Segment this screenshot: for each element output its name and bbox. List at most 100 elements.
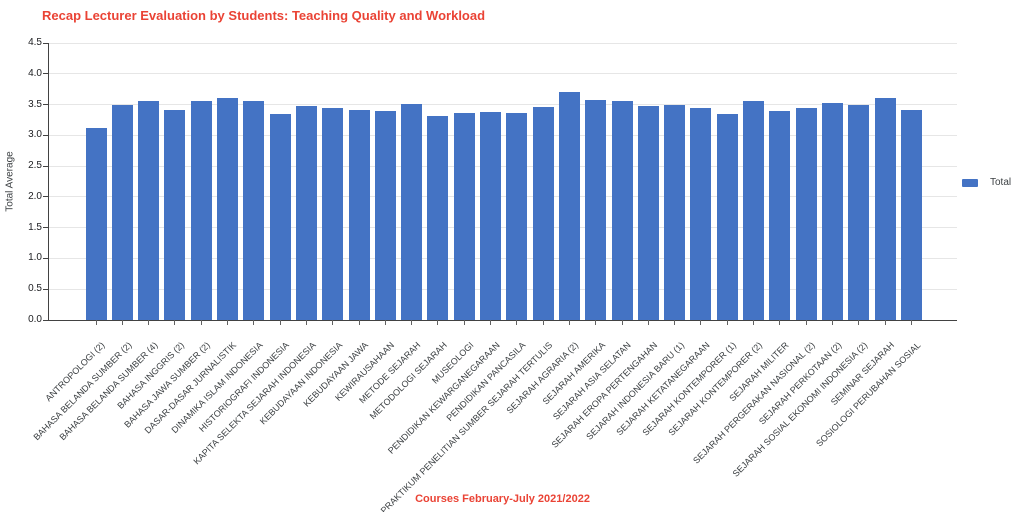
gridline bbox=[48, 73, 957, 75]
x-axis-tick bbox=[411, 320, 413, 325]
y-tick-label: 2.5 bbox=[28, 160, 42, 172]
bar-sejarah-militer bbox=[769, 111, 791, 320]
x-axis-tick bbox=[674, 320, 676, 325]
bar-kebudayaan-jawa bbox=[348, 110, 370, 320]
y-tick-label: 2.0 bbox=[28, 190, 42, 202]
x-axis-tick bbox=[884, 320, 886, 325]
y-tick-label: 0.5 bbox=[28, 283, 42, 295]
x-axis-tick bbox=[148, 320, 150, 325]
x-axis-tick bbox=[700, 320, 702, 325]
y-axis-tick bbox=[43, 104, 48, 106]
x-axis-tick bbox=[647, 320, 649, 325]
gridline bbox=[48, 257, 957, 259]
bar-antropologi-2 bbox=[85, 128, 107, 320]
bar-metode-sejarah bbox=[401, 104, 423, 320]
y-tick-label: 4.5 bbox=[28, 37, 42, 48]
bar-pendidikan-kewarganegaraan bbox=[480, 112, 501, 320]
x-axis-tick bbox=[95, 320, 97, 325]
x-axis-tick bbox=[305, 320, 307, 325]
bar-dinamika-islam-indonesia bbox=[243, 101, 265, 320]
legend: Total bbox=[962, 178, 1011, 188]
gridline bbox=[48, 196, 957, 198]
x-axis-tick bbox=[726, 320, 728, 325]
bar-sejarah-kontemporer-1 bbox=[716, 114, 738, 320]
bar-sejarah-amerika bbox=[585, 100, 607, 320]
bar-sejarah-asia-selatan bbox=[611, 101, 633, 320]
bar-kebudayaan-indonesia bbox=[322, 108, 344, 320]
bar-praktikum-penelitian-sumber-sejarah-tertulis bbox=[532, 107, 554, 320]
x-axis-tick bbox=[753, 320, 754, 325]
bar-sejarah-agraria-2 bbox=[558, 92, 580, 320]
y-tick-label: 1.5 bbox=[28, 221, 42, 233]
y-axis-line bbox=[48, 43, 49, 320]
y-tick-label: 3.5 bbox=[28, 98, 42, 110]
x-axis-tick bbox=[516, 320, 518, 325]
gridline bbox=[48, 134, 957, 136]
bar-sosiologi-perubahan-sosial bbox=[900, 110, 922, 320]
bar-kewirausahaan bbox=[374, 111, 396, 320]
x-axis-tick bbox=[858, 320, 860, 325]
y-tick-label: 3.0 bbox=[28, 129, 42, 141]
y-axis-tick bbox=[43, 257, 48, 259]
bar-sejarah-eropa-pertengahan bbox=[637, 106, 659, 320]
x-axis-tick bbox=[831, 320, 833, 325]
y-axis-tick bbox=[43, 288, 48, 290]
gridline bbox=[48, 288, 957, 290]
bar-sejarah-pergerakan-nasional-2 bbox=[795, 108, 817, 320]
y-tick-label: 1.0 bbox=[28, 252, 42, 264]
bar-sejarah-ketatanegaraan bbox=[690, 108, 712, 320]
x-axis-tick bbox=[910, 320, 912, 325]
bar-dasar-dasar-jurnalistik bbox=[217, 98, 238, 320]
y-axis-tick bbox=[43, 73, 48, 75]
y-axis-tick bbox=[43, 319, 48, 321]
x-axis-tick bbox=[568, 320, 570, 325]
x-category-label: KAPITA SELEKTA SEJARAH INDONESIA bbox=[191, 340, 318, 467]
bar-sejarah-sosial-ekonomi-indonesia-2 bbox=[848, 105, 870, 320]
bar-bahasa-jawa-sumber-2 bbox=[190, 101, 212, 320]
bar-sejarah-indonesia-baru-1 bbox=[664, 105, 686, 320]
x-category-label: PRAKTIKUM PENELITIAN SUMBER SEJARAH TERT… bbox=[378, 340, 555, 512]
x-axis-tick bbox=[463, 320, 465, 325]
x-axis-tick bbox=[805, 320, 807, 325]
x-axis-tick bbox=[437, 320, 439, 325]
y-axis-tick bbox=[43, 227, 48, 229]
chart-title: Recap Lecturer Evaluation by Students: T… bbox=[42, 8, 486, 23]
bar-bahasa-inggris-2 bbox=[164, 110, 186, 320]
bar-historiografi-indonesia bbox=[269, 114, 291, 320]
x-axis-tick bbox=[490, 320, 491, 325]
gridline bbox=[48, 227, 957, 229]
y-axis-tick bbox=[43, 165, 48, 167]
gridline bbox=[48, 42, 957, 44]
gridline bbox=[48, 104, 957, 106]
x-axis-tick bbox=[779, 320, 781, 325]
x-axis-tick bbox=[121, 320, 123, 325]
x-axis-tick bbox=[384, 320, 386, 325]
x-axis-tick bbox=[227, 320, 228, 325]
bar-seminar-sejarah bbox=[874, 98, 896, 320]
x-axis-tick bbox=[279, 320, 281, 325]
x-axis-tick bbox=[332, 320, 334, 325]
bar-sejarah-perkotaan-2 bbox=[821, 103, 843, 320]
legend-swatch-total bbox=[962, 179, 978, 187]
x-axis-line bbox=[48, 320, 957, 321]
x-axis-tick bbox=[253, 320, 255, 325]
bar-pendidikan-pancasila bbox=[506, 113, 528, 320]
y-tick-label: 0.0 bbox=[28, 314, 42, 325]
x-axis-tick bbox=[621, 320, 623, 325]
x-axis-tick bbox=[542, 320, 544, 325]
x-axis-title: Courses February-July 2021/2022 bbox=[415, 493, 590, 505]
bar-bahasa-belanda-sumber-2 bbox=[111, 105, 133, 320]
gridline bbox=[48, 165, 957, 167]
x-axis-tick bbox=[200, 320, 202, 325]
bar-sejarah-kontemporer-2 bbox=[743, 101, 764, 320]
x-axis-tick bbox=[595, 320, 597, 325]
y-axis-tick bbox=[43, 42, 48, 44]
bar-metodologi-sejarah bbox=[427, 116, 449, 320]
y-axis-tick bbox=[43, 134, 48, 136]
y-tick-label: 4.0 bbox=[28, 67, 42, 79]
x-axis-tick bbox=[174, 320, 176, 325]
bar-museologi bbox=[453, 113, 475, 320]
x-axis-tick bbox=[358, 320, 360, 325]
bar-bahasa-belanda-sumber-4 bbox=[138, 101, 160, 320]
